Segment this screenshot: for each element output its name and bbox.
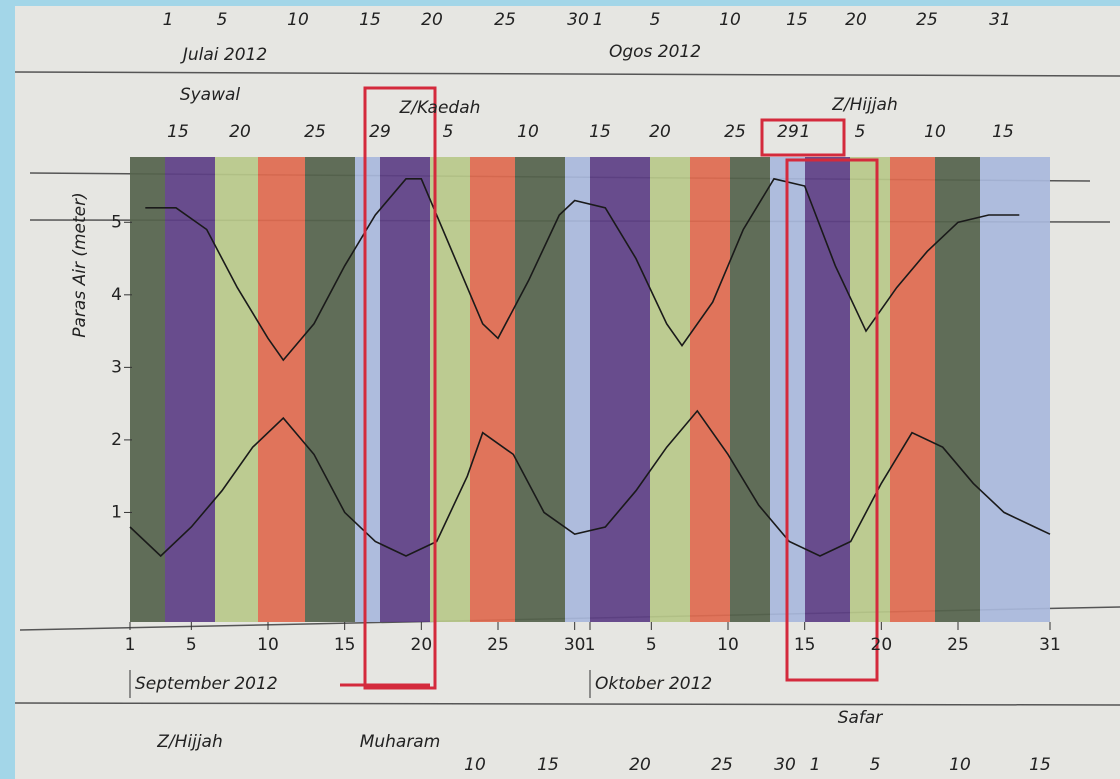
top-date: 1 (163, 10, 174, 30)
month-label: Oktober 2012 (595, 674, 712, 694)
x-tick-label: 1 (125, 635, 136, 655)
hijri-month: Syawal (180, 85, 241, 105)
band (690, 157, 730, 622)
x-tick-label: 20 (411, 635, 433, 655)
tide-line (145, 177, 1020, 362)
top-date: 25 (916, 10, 938, 30)
band (258, 157, 305, 622)
x-tick-label: 10 (717, 635, 739, 655)
plot (129, 177, 1051, 558)
hijri-day: 15 (537, 755, 559, 775)
hijri-day: 20 (229, 122, 251, 142)
tide-line (129, 409, 1051, 558)
top-date: 30 (567, 10, 589, 30)
hijri-day: 10 (924, 122, 946, 142)
color-bands (130, 157, 1050, 622)
top-date: 10 (719, 10, 741, 30)
top-month: Julai 2012 (180, 45, 267, 65)
hijri-day: 5 (443, 122, 454, 142)
x-tick-label: 20 (871, 635, 893, 655)
hijri-month: Z/Hijjah (831, 95, 898, 115)
hijri-day: 5 (870, 755, 881, 775)
x-tick-label: 5 (646, 635, 657, 655)
hijri-day: 15 (1029, 755, 1051, 775)
band (850, 157, 890, 622)
band (130, 157, 165, 622)
y-tick-label: 5 (111, 212, 122, 232)
y-tick-label: 3 (111, 357, 122, 377)
y-tick-label: 2 (111, 430, 122, 450)
x-tick-label: 30 (564, 635, 586, 655)
x-tick-label: 15 (794, 635, 816, 655)
hijri-day: 25 (711, 755, 733, 775)
top-date: 15 (359, 10, 381, 30)
band (590, 157, 650, 622)
band (980, 157, 1050, 622)
month-label: September 2012 (135, 674, 278, 694)
band (515, 157, 565, 622)
y-tick-label: 4 (111, 285, 122, 305)
hijri-day: 20 (629, 755, 651, 775)
hijri-day: 25 (724, 122, 746, 142)
y-tick-label: 1 (111, 502, 122, 522)
x-tick-label: 15 (334, 635, 356, 655)
top-date: 1 (593, 10, 604, 30)
hijri-day: 10 (949, 755, 971, 775)
top-date: 15 (786, 10, 808, 30)
hijri-month: Z/Kaedah (399, 98, 481, 118)
hijri-month: Muharam (360, 732, 441, 752)
hijri-day: 30 (774, 755, 796, 775)
hijri-day: 29 (777, 122, 799, 142)
hijri-month: Safar (838, 708, 884, 728)
band (565, 157, 590, 622)
x-tick-label: 25 (947, 635, 969, 655)
hijri-day: 29 (369, 122, 391, 142)
hijri-day: 15 (589, 122, 611, 142)
x-tick-label: 25 (487, 635, 509, 655)
top-date: 20 (421, 10, 443, 30)
hijri-day: 25 (304, 122, 326, 142)
band (430, 157, 470, 622)
red-marks (340, 86, 879, 690)
band (935, 157, 980, 622)
hijri-day: 5 (855, 122, 866, 142)
hijri-day: 10 (464, 755, 486, 775)
top-date: 20 (845, 10, 867, 30)
band (650, 157, 690, 622)
x-tick-label: 1 (585, 635, 596, 655)
band (380, 157, 430, 622)
band (890, 157, 935, 622)
hijri-day: 1 (810, 755, 821, 775)
y-axis-label: Paras Air (meter) (70, 192, 90, 337)
hijri-month: Z/Hijjah (156, 732, 223, 752)
band (165, 157, 215, 622)
x-tick-label: 31 (1039, 635, 1061, 655)
band (730, 157, 770, 622)
band (355, 157, 380, 622)
top-date: 5 (650, 10, 661, 30)
hijri-day: 20 (649, 122, 671, 142)
hijri-day: 15 (167, 122, 189, 142)
x-tick-label: 5 (186, 635, 197, 655)
band (305, 157, 355, 622)
hijri-day: 10 (517, 122, 539, 142)
top-month: Ogos 2012 (609, 42, 701, 62)
top-date: 25 (494, 10, 516, 30)
hijri-day: 1 (800, 122, 811, 142)
band (215, 157, 258, 622)
band (470, 157, 515, 622)
top-date: 5 (217, 10, 228, 30)
top-date: 31 (989, 10, 1011, 30)
x-tick-label: 10 (257, 635, 279, 655)
hijri-day: 15 (992, 122, 1014, 142)
top-date: 10 (287, 10, 309, 30)
